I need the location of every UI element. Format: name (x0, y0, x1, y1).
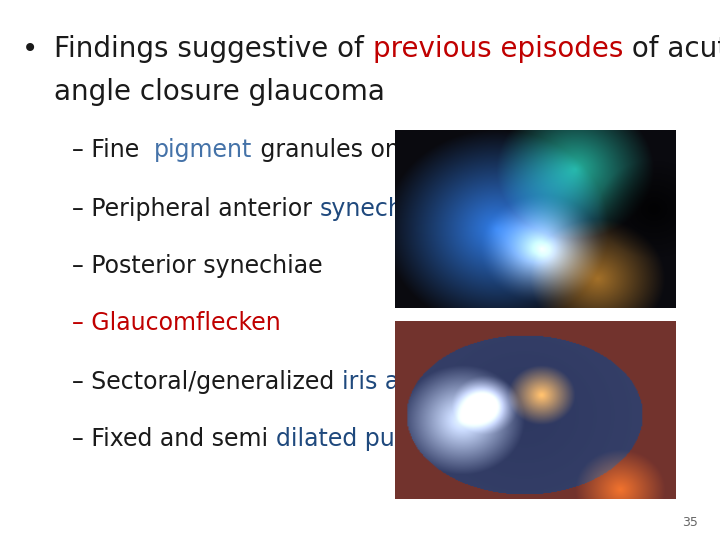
Text: of acute: of acute (623, 35, 720, 63)
Text: dilated pupil: dilated pupil (276, 427, 423, 450)
Text: – Sectoral/generalized: – Sectoral/generalized (72, 370, 342, 394)
Text: 35: 35 (683, 516, 698, 529)
Text: granules on corneal endothelium: granules on corneal endothelium (253, 138, 651, 161)
Text: angle closure glaucoma: angle closure glaucoma (54, 78, 385, 106)
Text: Findings suggestive of: Findings suggestive of (54, 35, 373, 63)
Text: previous episodes: previous episodes (373, 35, 623, 63)
Text: pigment: pigment (154, 138, 253, 161)
Text: – Glaucomflecken: – Glaucomflecken (72, 310, 281, 334)
Text: – Posterior synechiae: – Posterior synechiae (72, 254, 323, 278)
Text: – Fine: – Fine (72, 138, 154, 161)
Text: synechiae: synechiae (320, 197, 439, 221)
Text: – Fixed and semi: – Fixed and semi (72, 427, 276, 450)
Text: – Peripheral anterior: – Peripheral anterior (72, 197, 320, 221)
Text: iris atrophy: iris atrophy (342, 370, 476, 394)
Text: •: • (22, 35, 38, 63)
